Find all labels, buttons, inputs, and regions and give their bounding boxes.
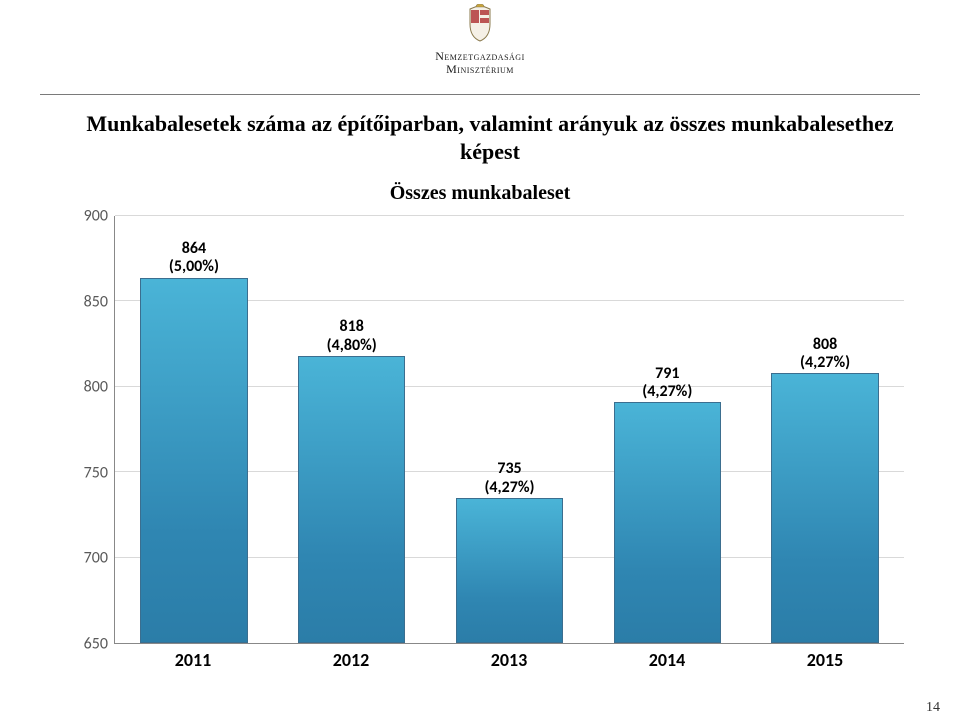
slide: Nemzetgazdasági Minisztérium Munkabalese… (0, 0, 960, 728)
bar-value-label: 864 (115, 240, 273, 258)
y-tick-label: 700 (74, 549, 108, 568)
y-tick-label: 750 (74, 463, 108, 482)
bar-value-label: 818 (273, 318, 431, 336)
gridline (115, 215, 904, 216)
ministry-line1: Nemzetgazdasági (435, 49, 525, 63)
bar-value-label: 735 (431, 460, 589, 478)
bar-slot: 808(4,27%) (746, 216, 904, 643)
bar-percent-label: (4,27%) (746, 354, 904, 372)
bar-percent-label: (4,80%) (273, 337, 431, 355)
bar-label: 808(4,27%) (746, 336, 904, 373)
bar-value-label: 808 (746, 336, 904, 354)
ministry-label: Nemzetgazdasági Minisztérium (0, 49, 960, 77)
x-tick-label: 2014 (588, 649, 746, 671)
bar-label: 818(4,80%) (273, 318, 431, 355)
bar (140, 278, 247, 644)
y-tick-label: 900 (74, 207, 108, 226)
bar-percent-label: (4,27%) (431, 479, 589, 497)
bar-slot: 864(5,00%) (115, 216, 273, 643)
x-tick-label: 2013 (430, 649, 588, 671)
bar-label: 791(4,27%) (588, 365, 746, 402)
x-tick-label: 2012 (272, 649, 430, 671)
chart-title: Munkabalesetek száma az építőiparban, va… (80, 110, 900, 165)
x-tick-label: 2015 (746, 649, 904, 671)
bar (298, 356, 405, 643)
bar (456, 498, 563, 643)
bar-slot: 735(4,27%) (431, 216, 589, 643)
bar-percent-label: (4,27%) (588, 383, 746, 401)
y-tick-label: 800 (74, 378, 108, 397)
header-divider (40, 94, 920, 95)
chart: 864(5,00%)818(4,80%)735(4,27%)791(4,27%)… (74, 216, 904, 674)
plot-area: 864(5,00%)818(4,80%)735(4,27%)791(4,27%)… (114, 216, 904, 644)
y-tick-label: 650 (74, 635, 108, 654)
x-tick-label: 2011 (114, 649, 272, 671)
bars-container: 864(5,00%)818(4,80%)735(4,27%)791(4,27%)… (115, 216, 904, 643)
page-number: 14 (926, 700, 940, 716)
chart-subtitle: Összes munkabaleset (0, 182, 960, 205)
ministry-line2: Minisztérium (0, 62, 960, 77)
bar-slot: 791(4,27%) (588, 216, 746, 643)
bar-value-label: 791 (588, 365, 746, 383)
bar-percent-label: (5,00%) (115, 258, 273, 276)
coat-of-arms-icon (466, 4, 494, 47)
header: Nemzetgazdasági Minisztérium (0, 4, 960, 77)
bar (771, 373, 878, 643)
bar-slot: 818(4,80%) (273, 216, 431, 643)
bar-label: 735(4,27%) (431, 460, 589, 497)
x-axis-labels: 20112012201320142015 (114, 646, 904, 674)
bar-label: 864(5,00%) (115, 240, 273, 277)
y-tick-label: 850 (74, 292, 108, 311)
bar (614, 402, 721, 643)
